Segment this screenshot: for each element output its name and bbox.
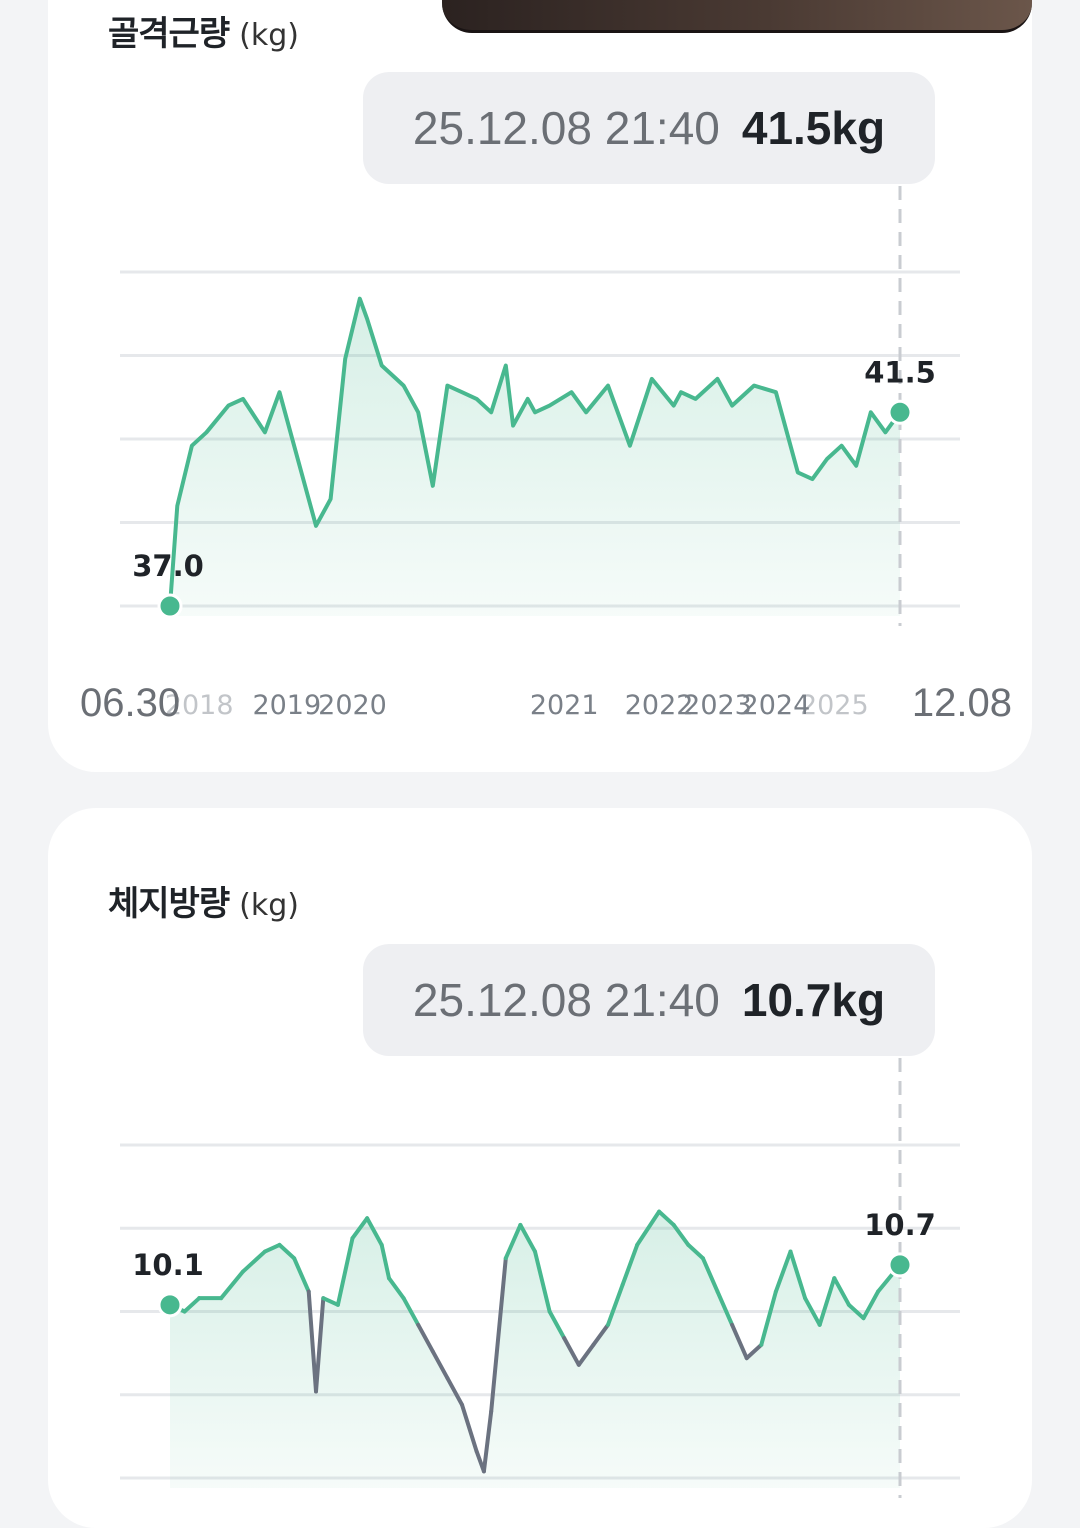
series-line-segment xyxy=(241,1249,267,1274)
series-line-segment xyxy=(489,1256,508,1414)
series-line-segment xyxy=(219,1269,245,1301)
skeletal-muscle-unit: (kg) xyxy=(239,18,299,53)
series-line-segment xyxy=(803,1296,822,1327)
series-line-segment xyxy=(788,1249,808,1301)
series-line-segment xyxy=(182,1296,202,1314)
first-point-marker xyxy=(157,593,183,619)
series-line-segment xyxy=(277,1242,297,1261)
x-tick-label: 2018 xyxy=(165,690,234,721)
skeletal-muscle-tooltip: 25.12.08 21:40 41.5kg xyxy=(363,72,935,184)
series-line-segment xyxy=(591,1322,610,1347)
series-line-segment xyxy=(503,1222,523,1261)
first-point-label: 37.0 xyxy=(132,549,204,583)
series-line-segment xyxy=(350,1216,370,1241)
series-line-segment xyxy=(533,1249,552,1314)
series-line-segment xyxy=(547,1309,567,1341)
series-line-segment xyxy=(335,1236,355,1307)
skeletal-muscle-title: 골격근량 (kg) xyxy=(108,14,299,54)
series-line-segment xyxy=(562,1336,581,1367)
body-fat-unit: (kg) xyxy=(239,888,299,923)
series-line-segment xyxy=(518,1222,537,1254)
x-tick-label: 2020 xyxy=(318,690,387,721)
series-line-segment xyxy=(262,1242,282,1254)
series-line xyxy=(168,296,902,607)
x-start-label: 06.30 xyxy=(80,681,180,725)
x-tick-label: 2025 xyxy=(800,690,869,721)
body-fat-tooltip: 25.12.08 21:40 10.7kg xyxy=(363,944,935,1056)
tooltip-datetime: 25.12.08 21:40 xyxy=(412,102,720,154)
x-tick-label: 2023 xyxy=(683,690,752,721)
x-tick-label: 2021 xyxy=(530,690,599,721)
first-point-label: 10.1 xyxy=(132,1248,204,1282)
series-line-segment xyxy=(460,1402,479,1454)
series-line-segment xyxy=(832,1276,851,1307)
series-line-segment xyxy=(846,1302,866,1321)
body-fat-title: 체지방량 (kg) xyxy=(108,884,299,924)
series-line-segment xyxy=(817,1276,837,1327)
series-line-segment xyxy=(715,1289,735,1327)
series-line-segment xyxy=(314,1296,326,1394)
last-point-label: 10.7 xyxy=(864,1208,936,1242)
series-line-segment xyxy=(759,1289,778,1347)
series-line-segment xyxy=(387,1276,406,1301)
series-line-segment xyxy=(416,1322,435,1354)
series-line-segment xyxy=(730,1322,749,1361)
tooltip-datetime: 25.12.08 21:40 xyxy=(412,974,720,1026)
series-line-segment xyxy=(481,1409,494,1474)
series-area xyxy=(170,298,900,616)
series-line-segment xyxy=(292,1256,311,1294)
series-line-segment xyxy=(306,1289,318,1394)
last-point-label: 41.5 xyxy=(864,355,936,389)
series-line-segment xyxy=(379,1242,391,1281)
x-end-label: 12.08 xyxy=(912,681,1012,725)
series-line-segment xyxy=(657,1209,676,1227)
series-line-segment xyxy=(635,1209,662,1247)
series-line-segment xyxy=(620,1242,640,1287)
x-tick-label: 2024 xyxy=(742,690,811,721)
x-tick-label: 2019 xyxy=(252,690,321,721)
series-area xyxy=(170,1211,900,1488)
first-point-marker xyxy=(157,1292,183,1318)
x-tick-label: 2022 xyxy=(625,690,694,721)
series-line-segment xyxy=(445,1376,464,1407)
series-line-segment xyxy=(744,1342,764,1361)
last-point-marker xyxy=(887,399,913,425)
last-point-marker xyxy=(887,1252,913,1278)
series-line-segment xyxy=(365,1216,384,1247)
profile-image xyxy=(442,0,1032,33)
series-line-segment xyxy=(401,1296,421,1327)
series-line-segment xyxy=(671,1222,691,1247)
series-line-segment xyxy=(773,1249,793,1294)
series-line-segment xyxy=(700,1256,720,1294)
tooltip-value: 41.5kg xyxy=(741,102,886,154)
series-line-segment xyxy=(686,1242,705,1261)
tooltip-value: 10.7kg xyxy=(741,974,886,1026)
series-line-segment xyxy=(430,1349,450,1381)
series-line-segment xyxy=(861,1289,881,1321)
series-line-segment xyxy=(606,1282,625,1327)
series-line-segment xyxy=(576,1342,596,1367)
series-line-segment xyxy=(321,1296,340,1307)
